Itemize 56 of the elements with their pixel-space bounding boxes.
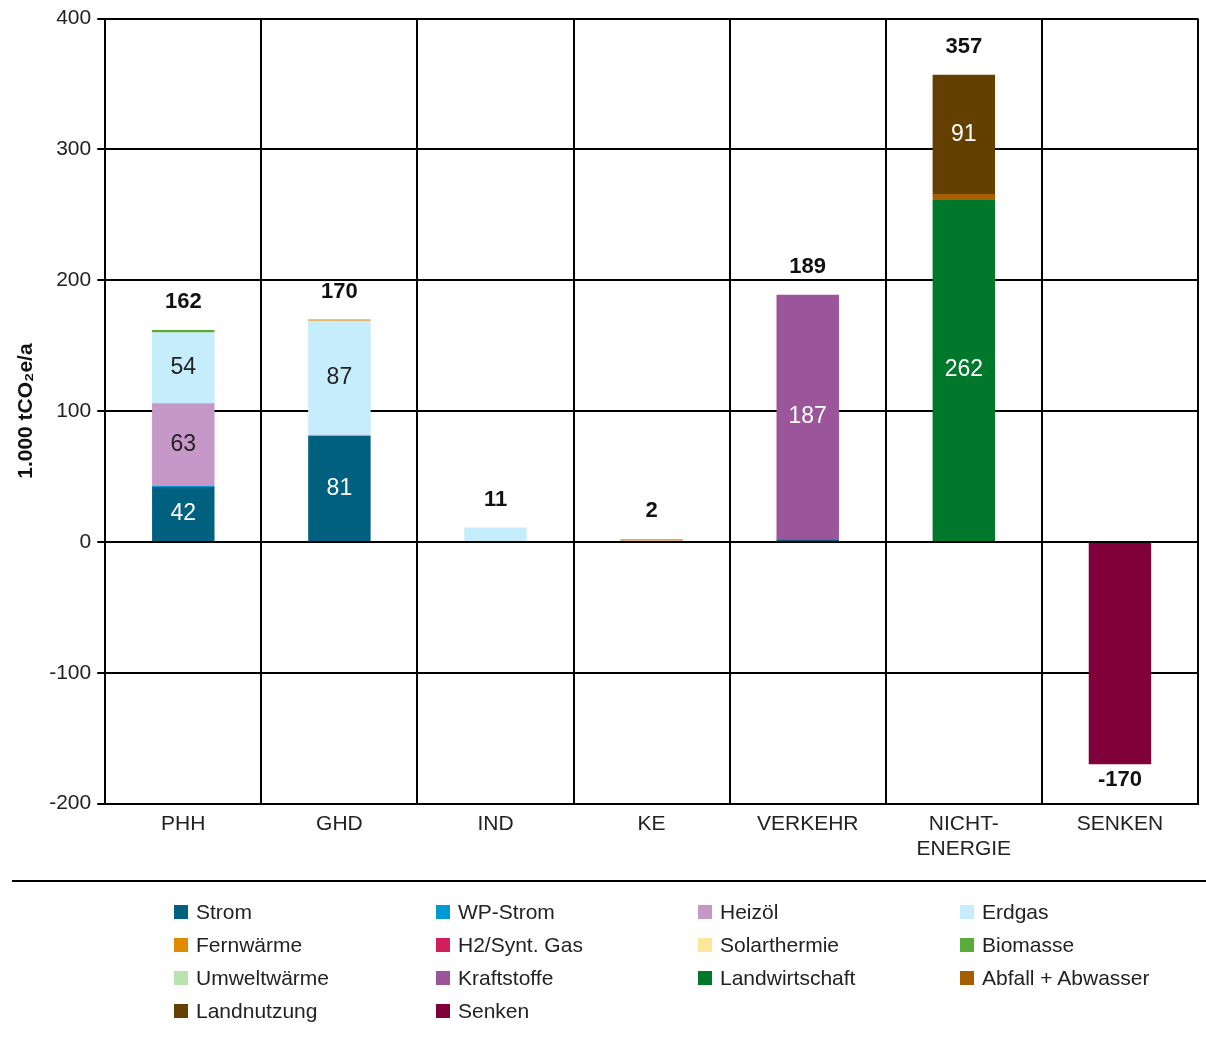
total-label: 2 [645,497,658,523]
bar [152,332,215,404]
data-label: 42 [170,499,197,526]
bar [152,486,215,541]
total-label: 357 [945,32,983,58]
legend-label: Heizöl [720,900,779,924]
y-tick-label: 200 [56,267,92,291]
data-label: 54 [170,353,197,380]
y-tick-label: 100 [56,397,92,421]
x-tick-label: KE [637,811,666,834]
bar [152,403,215,486]
legend-label: Erdgas [982,900,1049,924]
bar [464,527,527,541]
y-tick-label: -200 [49,790,92,814]
x-tick-label: NICHT-ENERGIE [916,811,1012,860]
total-label: 170 [321,277,358,303]
legend-label: Fernwärme [196,933,303,957]
legend-label: Landnutzung [196,999,318,1023]
bar [308,435,371,541]
bar [1088,542,1152,765]
data-label: 63 [170,429,197,456]
legend-label: Solarthermie [720,933,840,957]
bar [932,193,996,200]
bar [932,74,996,194]
data-label: 87 [326,363,353,390]
data-label: 91 [951,119,977,146]
total-label: 162 [164,288,202,314]
y-tick-label: 300 [56,136,92,160]
bar [776,294,839,540]
legend-label: Biomasse [982,933,1075,957]
data-label: 262 [944,355,984,382]
x-tick-label: GHD [316,811,363,834]
total-label: -170 [1097,766,1142,792]
y-tick-label: 0 [79,528,92,552]
legend-label: Strom [196,900,253,924]
legend-label: Abfall + Abwasser [982,966,1150,990]
legend-label: WP-Strom [458,900,555,924]
y-axis-title: 1.000 tCO₂e/a [13,343,37,479]
legend-label: H2/Synt. Gas [458,933,583,957]
legend-label: Kraftstoffe [458,966,554,990]
legend-label: Landwirtschaft [720,966,856,990]
bar [308,320,371,435]
legend-label: Umweltwärme [196,966,330,990]
legend-label: Senken [458,999,530,1023]
data-label: 81 [326,473,353,500]
y-tick-label: -100 [49,659,92,683]
x-tick-label: SENKEN [1076,811,1164,834]
x-tick-label: IND [477,811,514,834]
data-label: 187 [788,402,827,429]
total-label: 189 [789,252,827,278]
y-tick-label: 400 [56,5,92,29]
total-label: 11 [483,485,508,511]
bar [932,199,996,541]
x-tick-label: VERKEHR [756,811,859,834]
bar [152,329,215,333]
x-tick-label: PHH [161,811,206,834]
